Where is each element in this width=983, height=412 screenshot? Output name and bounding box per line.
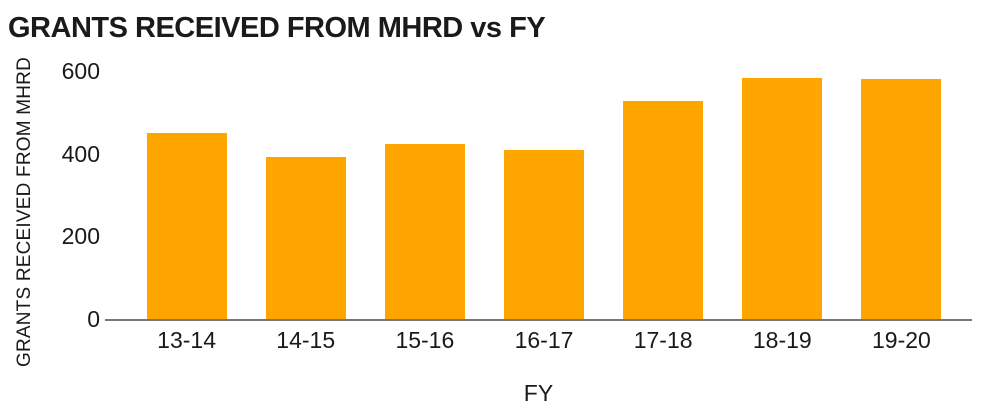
bars-group bbox=[105, 71, 972, 319]
x-axis-tick-labels: 13-14 14-15 15-16 16-17 17-18 18-19 19-20 bbox=[105, 327, 972, 353]
y-tick-label: 200 bbox=[61, 223, 100, 250]
bar-16-17 bbox=[503, 149, 584, 319]
bar-slot-13-14 bbox=[127, 71, 246, 319]
bar-slot-16-17 bbox=[484, 71, 603, 319]
bar-slot-18-19 bbox=[723, 71, 842, 319]
x-tick-label-15-16: 15-16 bbox=[395, 327, 455, 353]
x-tick-label-17-18: 17-18 bbox=[633, 327, 693, 353]
bar-slot-15-16 bbox=[365, 71, 484, 319]
bar-slot-19-20 bbox=[842, 71, 961, 319]
bar-17-18 bbox=[623, 100, 704, 319]
y-tick-label: 0 bbox=[87, 306, 100, 332]
bar-14-15 bbox=[265, 156, 346, 319]
bar-15-16 bbox=[384, 144, 465, 319]
y-tick-label: 600 bbox=[61, 58, 100, 84]
bar-13-14 bbox=[146, 133, 227, 319]
x-tick-label-18-19: 18-19 bbox=[752, 327, 812, 353]
y-tick-label: 400 bbox=[61, 140, 100, 167]
chart-title: GRANTS RECEIVED FROM MHRD vs FY bbox=[8, 12, 546, 44]
bar-slot-17-18 bbox=[604, 71, 723, 319]
plot-area bbox=[105, 71, 972, 321]
bar-slot-14-15 bbox=[246, 71, 365, 319]
x-tick-label-16-17: 16-17 bbox=[514, 327, 574, 353]
bar-18-19 bbox=[742, 77, 823, 319]
bar-19-20 bbox=[861, 79, 942, 319]
x-axis-title: FY bbox=[523, 380, 554, 406]
x-tick-label-14-15: 14-15 bbox=[276, 327, 336, 353]
y-axis-tick-labels: 0 200 400 600 bbox=[0, 0, 100, 412]
x-tick-label-13-14: 13-14 bbox=[157, 327, 216, 353]
x-tick-label-19-20: 19-20 bbox=[872, 327, 931, 353]
